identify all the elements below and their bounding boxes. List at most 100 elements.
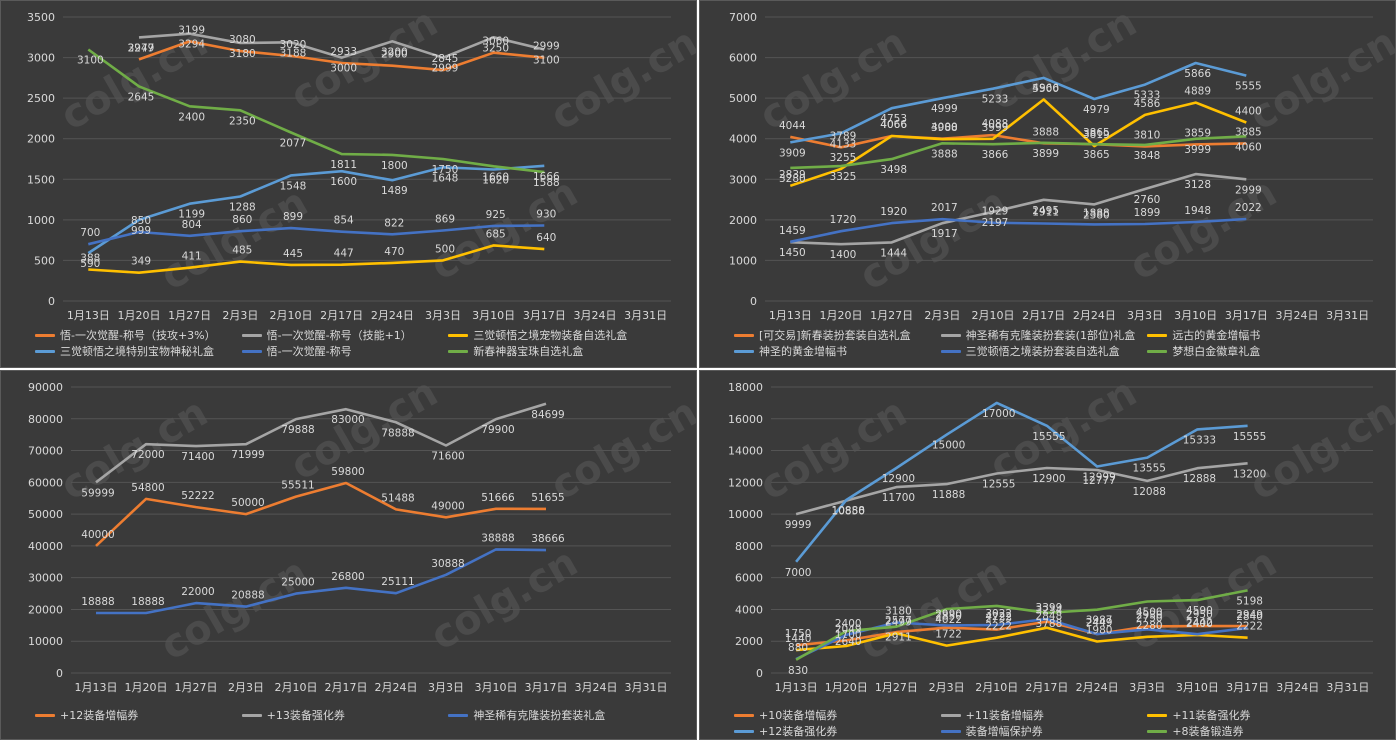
x-tick-label: 3月3日 bbox=[425, 309, 461, 322]
data-label: 22000 bbox=[181, 586, 214, 598]
legend-item: 悟-一次觉醒-称号 bbox=[241, 343, 449, 359]
legend-label: [可交易]新春装扮套装自选礼盒 bbox=[759, 329, 911, 342]
x-tick-label: 1月13日 bbox=[769, 309, 812, 322]
data-label: 2400 bbox=[835, 618, 862, 630]
data-label: 1440 bbox=[785, 633, 812, 645]
data-label: 590 bbox=[80, 258, 100, 270]
data-label: 2449 bbox=[1086, 617, 1113, 629]
y-tick-label: 0 bbox=[750, 295, 757, 308]
data-label: 20888 bbox=[231, 590, 264, 602]
legend-swatch bbox=[35, 333, 55, 337]
data-label: 804 bbox=[182, 219, 202, 231]
data-label: 4066 bbox=[880, 119, 907, 131]
data-label: 4500 bbox=[1136, 607, 1163, 619]
data-label: 1489 bbox=[381, 185, 408, 197]
data-label: 50000 bbox=[231, 497, 264, 509]
data-label: 1199 bbox=[178, 209, 205, 221]
data-label: 3987 bbox=[1086, 615, 1113, 627]
legend-swatch bbox=[241, 349, 262, 353]
x-tick-label: 2月10日 bbox=[270, 309, 313, 322]
y-tick-label: 30000 bbox=[28, 572, 63, 585]
legend-label: 梦想白金徽章礼盒 bbox=[1172, 345, 1261, 358]
x-tick-label: 2月24日 bbox=[371, 309, 414, 322]
y-tick-label: 3000 bbox=[27, 52, 55, 65]
data-label: 447 bbox=[334, 248, 354, 260]
data-label: 4979 bbox=[1083, 104, 1110, 116]
data-label: 71999 bbox=[231, 449, 264, 461]
data-label: 2022 bbox=[1235, 202, 1262, 214]
data-label: 12900 bbox=[882, 473, 915, 485]
watermark-text: colg.cn bbox=[283, 1, 445, 120]
data-label: 2848 bbox=[1036, 611, 1063, 623]
y-tick-label: 0 bbox=[48, 295, 55, 308]
x-tick-label: 3月31日 bbox=[625, 681, 668, 694]
data-label: 12088 bbox=[1133, 486, 1166, 498]
data-label: 2495 bbox=[1032, 205, 1059, 217]
data-label: 4066 bbox=[880, 119, 907, 131]
data-label: 2840 bbox=[1236, 611, 1263, 623]
legend-label: +13装备强化券 bbox=[266, 709, 345, 722]
x-tick-label: 1月13日 bbox=[75, 681, 118, 694]
x-tick-label: 3月3日 bbox=[1127, 309, 1163, 322]
data-label: 1750 bbox=[785, 628, 812, 640]
data-label: 2949 bbox=[1236, 609, 1263, 621]
x-tick-label: 2月3日 bbox=[222, 309, 258, 322]
x-tick-label: 2月17日 bbox=[325, 681, 368, 694]
data-label: 51666 bbox=[481, 492, 515, 504]
data-label: 3899 bbox=[1032, 148, 1059, 160]
x-tick-label: 3月24日 bbox=[1276, 309, 1319, 322]
data-label: 25000 bbox=[281, 577, 314, 589]
legend-label: +11装备增幅券 bbox=[965, 709, 1044, 722]
data-label: 2577 bbox=[885, 615, 912, 627]
data-label: 3399 bbox=[1036, 602, 1063, 614]
data-label: 1700 bbox=[835, 629, 862, 641]
x-tick-label: 3月24日 bbox=[575, 681, 618, 694]
series-line bbox=[96, 548, 547, 615]
data-label: 1980 bbox=[1086, 625, 1113, 637]
legend-item: 装备增幅保护券 bbox=[940, 723, 1148, 739]
data-label: 78888 bbox=[381, 427, 414, 439]
data-label: 4060 bbox=[1235, 141, 1262, 153]
data-label: 2442 bbox=[1186, 617, 1213, 629]
data-label: 3280 bbox=[779, 173, 806, 185]
data-label: 445 bbox=[283, 248, 303, 260]
chart-panel-top-left: colg.cn colg.cn colg.cn colg.cn colg.cn 0 500 1… bbox=[0, 0, 697, 368]
data-label: 5866 bbox=[1184, 68, 1211, 80]
legend-label: 神圣稀有克隆装扮套装(1部位)礼盒 bbox=[965, 329, 1136, 342]
data-label: 25111 bbox=[381, 576, 414, 588]
x-tick-label: 3月3日 bbox=[428, 681, 464, 694]
data-label: 1920 bbox=[880, 206, 907, 218]
data-label: 38888 bbox=[481, 532, 514, 544]
data-label: 59800 bbox=[331, 466, 364, 478]
data-label: 13200 bbox=[1233, 468, 1266, 480]
legend-label: +10装备增幅券 bbox=[759, 709, 838, 722]
legend-label: 神圣稀有克隆装扮套装礼盒 bbox=[473, 709, 606, 722]
y-tick-label: 2000 bbox=[27, 133, 55, 146]
x-tick-label: 1月20日 bbox=[820, 309, 863, 322]
data-label: 79888 bbox=[281, 424, 314, 436]
legend-swatch bbox=[241, 333, 262, 337]
data-label: 83000 bbox=[331, 414, 364, 426]
legend-label: 远古的黄金增幅书 bbox=[1172, 329, 1261, 342]
data-label: 2400 bbox=[178, 111, 205, 123]
data-label: 15333 bbox=[1183, 434, 1216, 446]
watermark-text: colg.cn bbox=[1242, 19, 1396, 139]
data-label: 1444 bbox=[880, 247, 907, 259]
data-label: 1588 bbox=[533, 177, 560, 189]
data-label: 470 bbox=[384, 246, 404, 258]
data-label: 4999 bbox=[931, 103, 958, 115]
y-tick-label: 7000 bbox=[729, 11, 757, 24]
data-label: 2449 bbox=[1086, 617, 1113, 629]
data-label: 2733 bbox=[985, 613, 1012, 625]
x-tick-label: 2月10日 bbox=[972, 309, 1015, 322]
data-label: 4966 bbox=[1032, 83, 1059, 95]
data-label: 10888 bbox=[832, 505, 865, 517]
x-tick-label: 3月31日 bbox=[1326, 681, 1369, 694]
data-label: 3060 bbox=[482, 36, 509, 48]
data-label: 15555 bbox=[1233, 431, 1266, 443]
data-label: 685 bbox=[486, 228, 506, 240]
data-label: 1648 bbox=[432, 172, 459, 184]
data-label: 13555 bbox=[1133, 463, 1166, 475]
data-label: 4590 bbox=[1186, 605, 1213, 617]
